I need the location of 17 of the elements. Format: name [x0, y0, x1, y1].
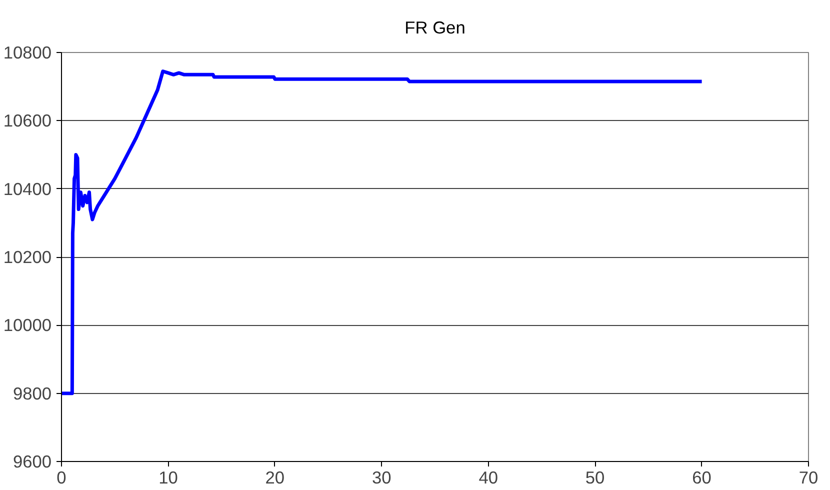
x-tick-label: 70: [798, 468, 818, 488]
chart-title: FR Gen: [404, 18, 466, 38]
x-tick-label: 50: [585, 468, 605, 488]
x-tick-label: 10: [158, 468, 178, 488]
x-tick-label: 30: [372, 468, 392, 488]
line-series: [62, 69, 704, 396]
y-tick-label: 9600: [12, 452, 52, 472]
x-tick-label: 20: [265, 468, 285, 488]
y-tick-label: 10000: [3, 315, 52, 336]
x-tick-label: 0: [56, 468, 66, 488]
y-tick-label: 10600: [3, 110, 52, 131]
x-tick-label: 40: [478, 468, 498, 488]
y-tick-label: 10800: [3, 42, 52, 62]
y-tick-label: 10400: [3, 178, 52, 199]
y-tick-label: 10200: [3, 247, 52, 267]
y-tick-label: 9800: [12, 383, 52, 404]
x-tick-label: 60: [692, 468, 712, 488]
